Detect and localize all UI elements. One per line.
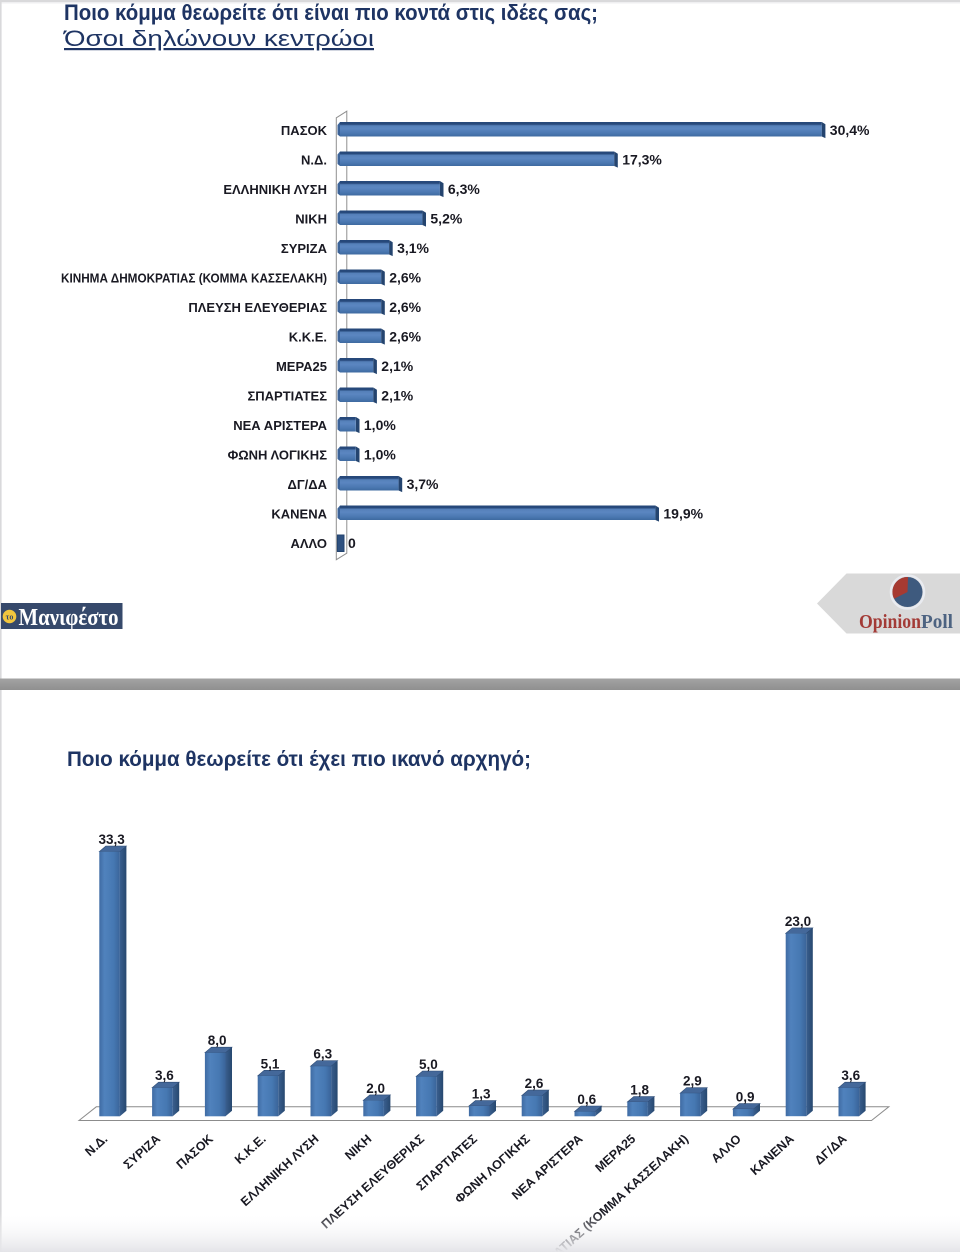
svg-text:ΚΙΝΗΜΑ ΔΗΜΟΚΡΑΤΙΑΣ (ΚΟΜΜΑ ΚΑΣΣ: ΚΙΝΗΜΑ ΔΗΜΟΚΡΑΤΙΑΣ (ΚΟΜΜΑ ΚΑΣΣΕΛΑΚΗ) — [61, 271, 327, 286]
svg-text:6,3%: 6,3% — [448, 181, 480, 197]
svg-text:2,6%: 2,6% — [389, 299, 421, 315]
svg-text:0,6: 0,6 — [577, 1092, 596, 1107]
svg-text:ΚΑΝΕΝΑ: ΚΑΝΕΝΑ — [271, 507, 327, 522]
svg-text:Ποιο κόμμα θεωρείτε ότι έχει π: Ποιο κόμμα θεωρείτε ότι έχει πιο ικανό α… — [67, 748, 531, 771]
svg-text:5,2%: 5,2% — [430, 211, 462, 227]
svg-text:2,0: 2,0 — [366, 1081, 385, 1096]
svg-text:1,0%: 1,0% — [364, 447, 396, 463]
svg-text:0,9: 0,9 — [736, 1090, 755, 1105]
svg-text:ΝΙΚΗ: ΝΙΚΗ — [295, 212, 327, 227]
svg-text:2,6%: 2,6% — [389, 270, 421, 286]
svg-text:3,6: 3,6 — [155, 1068, 174, 1083]
svg-text:ΠΛΕΥΣΗ ΕΛΕΥΘΕΡΙΑΣ: ΠΛΕΥΣΗ ΕΛΕΥΘΕΡΙΑΣ — [188, 300, 327, 315]
svg-text:ΦΩΝΗ ΛΟΓΙΚΗΣ: ΦΩΝΗ ΛΟΓΙΚΗΣ — [228, 448, 328, 463]
svg-text:1,3: 1,3 — [472, 1087, 491, 1102]
svg-text:8,0: 8,0 — [208, 1033, 227, 1048]
svg-text:1,8: 1,8 — [630, 1083, 649, 1098]
svg-text:2,1%: 2,1% — [381, 388, 413, 404]
svg-text:ΣΥΡΙΖΑ: ΣΥΡΙΖΑ — [281, 241, 328, 256]
svg-text:ΠΑΣΟΚ: ΠΑΣΟΚ — [281, 123, 328, 138]
svg-text:30,4%: 30,4% — [830, 122, 870, 138]
svg-text:Μανιφέστο: Μανιφέστο — [19, 605, 119, 631]
svg-text:Κ.Κ.Ε.: Κ.Κ.Ε. — [289, 330, 327, 345]
svg-text:33,3: 33,3 — [98, 832, 125, 847]
svg-text:ΕΛΛΗΝΙΚΗ ΛΥΣΗ: ΕΛΛΗΝΙΚΗ ΛΥΣΗ — [223, 182, 327, 197]
svg-text:3,7%: 3,7% — [407, 476, 439, 492]
svg-text:23,0: 23,0 — [785, 914, 811, 929]
svg-text:ΝΕΑ ΑΡΙΣΤΕΡΑ: ΝΕΑ ΑΡΙΣΤΕΡΑ — [233, 418, 327, 433]
svg-text:6,3: 6,3 — [313, 1047, 332, 1062]
svg-text:17,3%: 17,3% — [622, 152, 662, 168]
svg-text:ΜΕΡΑ25: ΜΕΡΑ25 — [276, 359, 327, 374]
svg-text:ΔΓ/ΔΑ: ΔΓ/ΔΑ — [287, 477, 327, 492]
svg-text:0: 0 — [348, 535, 356, 551]
svg-text:ΑΛΛΟ: ΑΛΛΟ — [291, 536, 328, 551]
svg-text:Ν.Δ.: Ν.Δ. — [301, 153, 327, 168]
svg-text:5,0: 5,0 — [419, 1057, 438, 1072]
svg-text:Opinion: Opinion — [859, 611, 921, 633]
svg-text:Poll: Poll — [921, 611, 953, 633]
svg-text:3,1%: 3,1% — [397, 240, 429, 256]
svg-text:2,1%: 2,1% — [381, 358, 413, 374]
svg-text:2,6%: 2,6% — [389, 329, 421, 345]
svg-text:19,9%: 19,9% — [663, 506, 703, 522]
svg-text:ΣΠΑΡΤΙΑΤΕΣ: ΣΠΑΡΤΙΑΤΕΣ — [247, 389, 327, 404]
svg-text:5,1: 5,1 — [261, 1056, 280, 1071]
svg-text:το: το — [6, 613, 14, 622]
svg-text:Όσοι δηλώνουν κεντρώοι: Όσοι δηλώνουν κεντρώοι — [63, 26, 374, 51]
svg-text:1,0%: 1,0% — [364, 417, 396, 433]
svg-text:2,9: 2,9 — [683, 1074, 702, 1089]
svg-text:Ποιο κόμμα θεωρείτε ότι είναι: Ποιο κόμμα θεωρείτε ότι είναι πιο κοντά … — [64, 0, 598, 25]
svg-text:2,6: 2,6 — [525, 1076, 544, 1091]
svg-text:3,6: 3,6 — [841, 1068, 860, 1083]
